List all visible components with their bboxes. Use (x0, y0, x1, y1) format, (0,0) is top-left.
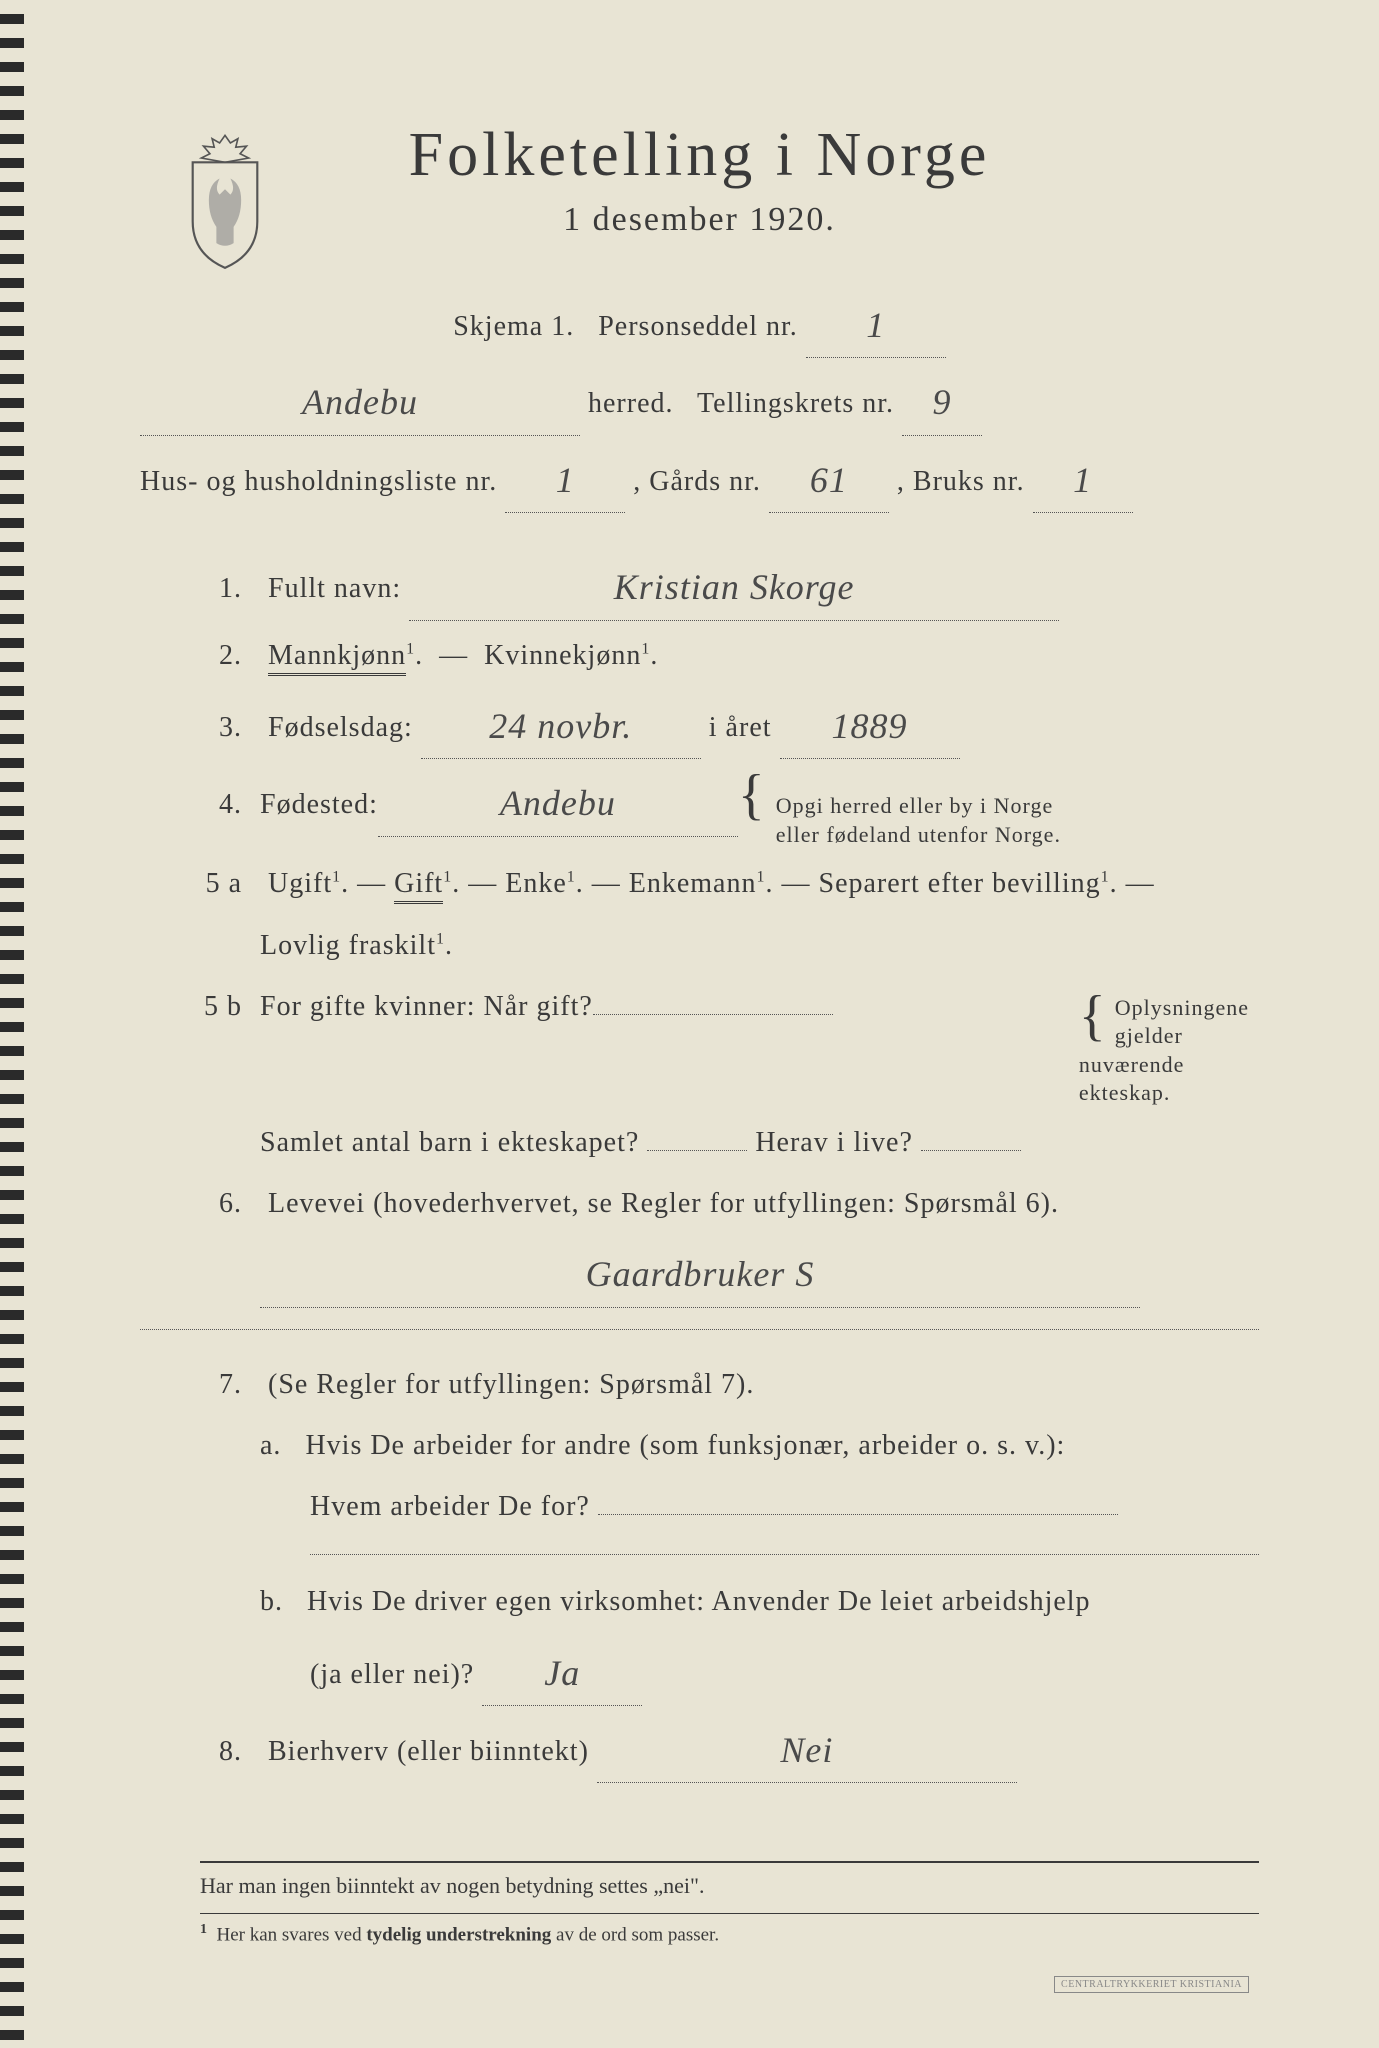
q5b-fill2 (647, 1150, 747, 1151)
q7b-line1: b. Hvis De driver egen virksomhet: Anven… (260, 1575, 1259, 1628)
q5b-num: 5 b (200, 980, 242, 1033)
q4-note1: Opgi herred eller by i Norge (776, 793, 1053, 818)
personseddel-nr: 1 (866, 305, 885, 345)
q1-num: 1. (200, 562, 242, 615)
q7b-label: b. (260, 1586, 283, 1617)
q1-value: Kristian Skorge (614, 567, 855, 607)
q1-line: 1. Fullt navn: Kristian Skorge (200, 551, 1259, 620)
q8-num: 8. (200, 1725, 242, 1778)
q5a-fraskilt: Lovlig fraskilt (260, 930, 436, 961)
q7b-line2: (ja eller nei)? Ja (310, 1637, 1259, 1706)
q7b-text2: (ja eller nei)? (310, 1659, 474, 1690)
q5b-line1: 5 b For gifte kvinner: Når gift? { Oplys… (200, 980, 1259, 1108)
q7a-label: a. (260, 1430, 281, 1461)
q5b-line2: Samlet antal barn i ekteskapet? Herav i … (260, 1116, 1259, 1169)
q5b-note1: Oplysningene (1115, 995, 1249, 1020)
q4-line: 4. Fødested: Andebu { Opgi herred eller … (200, 767, 1259, 849)
tellingskrets-nr: 9 (933, 382, 952, 422)
bottom-note: Har man ingen biinntekt av nogen betydni… (200, 1861, 1259, 1899)
q7a-blank-line (310, 1553, 1259, 1555)
hus-line: Hus- og husholdningsliste nr. 1 , Gårds … (140, 444, 1259, 513)
page-title: Folketelling i Norge (140, 120, 1259, 191)
q7-label: (Se Regler for utfyllingen: Spørsmål 7). (268, 1369, 754, 1400)
q7a-fill (598, 1514, 1118, 1515)
q8-label: Bierhverv (eller biinntekt) (268, 1736, 589, 1767)
bruks-label: , Bruks nr. (897, 466, 1025, 497)
printer-stamp: CENTRALTRYKKERIET KRISTIANIA (1054, 1976, 1249, 1993)
q5a-line2: Lovlig fraskilt1. (260, 919, 1259, 972)
herred-label: herred. (588, 388, 674, 419)
q4-label: Fødested: (260, 778, 378, 831)
q5b-note3: ekteskap. (1079, 1080, 1170, 1105)
q5b-label2a: Samlet antal barn i ekteskapet? (260, 1127, 639, 1158)
herred-line: Andebu herred. Tellingskrets nr. 9 (140, 366, 1259, 435)
q5a-enkemann: Enkemann (629, 868, 757, 899)
q5a-gift: Gift (394, 868, 443, 904)
q6-value-line: Gaardbruker S (260, 1238, 1259, 1307)
herred-value: Andebu (302, 382, 418, 422)
q3-label: Fødselsdag: (268, 712, 413, 743)
q7b-value: Ja (544, 1653, 580, 1693)
footnote-bold: tydelig understrekning (366, 1925, 551, 1946)
coat-of-arms-icon (170, 130, 280, 270)
q3-day: 24 novbr. (489, 706, 632, 746)
q3-num: 3. (200, 701, 242, 754)
q4-note2: eller fødeland utenfor Norge. (776, 822, 1061, 847)
brace-icon: { (1079, 994, 1107, 1039)
q6-num: 6. (200, 1177, 242, 1230)
q6-line: 6. Levevei (hovederhvervet, se Regler fo… (200, 1177, 1259, 1230)
q4-num: 4. (200, 778, 242, 831)
q3-mid: i året (709, 712, 772, 743)
hus-label: Hus- og husholdningsliste nr. (140, 466, 497, 497)
tellingskrets-label: Tellingskrets nr. (697, 388, 894, 419)
q6-blank-line (140, 1328, 1259, 1330)
bottom-note-text: Har man ingen biinntekt av nogen betydni… (200, 1873, 704, 1898)
census-form-page: Folketelling i Norge 1 desember 1920. Sk… (0, 0, 1379, 2048)
q5b-fill1 (593, 1014, 833, 1015)
hus-nr: 1 (556, 460, 575, 500)
footnote-num: 1 (200, 1922, 207, 1937)
personseddel-label: Personseddel nr. (598, 311, 798, 342)
gards-label: , Gårds nr. (633, 466, 761, 497)
q5a-num: 5 a (200, 857, 242, 910)
q4-note: Opgi herred eller by i Norge eller fødel… (776, 792, 1061, 849)
q6-label: Levevei (hovederhvervet, se Regler for u… (268, 1188, 1059, 1219)
skjema-line: Skjema 1. Personseddel nr. 1 (140, 289, 1259, 358)
q2-kvinne: Kvinnekjønn (484, 640, 641, 671)
q4-value: Andebu (500, 783, 616, 823)
gards-nr: 61 (810, 460, 848, 500)
q5a-enke: Enke (505, 868, 567, 899)
q8-value: Nei (780, 1730, 833, 1770)
q8-line: 8. Bierhverv (eller biinntekt) Nei (200, 1714, 1259, 1783)
q3-line: 3. Fødselsdag: 24 novbr. i året 1889 (200, 690, 1259, 759)
footnote: 1 Her kan svares ved tydelig understrekn… (200, 1913, 1259, 1946)
skjema-label: Skjema 1. (453, 311, 574, 342)
q7-num: 7. (200, 1358, 242, 1411)
bruks-nr: 1 (1073, 460, 1092, 500)
q5a-separert: Separert efter bevilling (819, 868, 1101, 899)
q7a-line1: a. Hvis De arbeider for andre (som funks… (260, 1419, 1259, 1472)
q5b-note: { Oplysningene gjelder nuværende ekteska… (1079, 994, 1259, 1108)
q6-value: Gaardbruker S (586, 1254, 815, 1294)
q5a-ugift: Ugift (268, 868, 332, 899)
q2-num: 2. (200, 629, 242, 682)
q5b-fill3 (921, 1150, 1021, 1151)
q5a-line: 5 a Ugift1. — Gift1. — Enke1. — Enkemann… (200, 857, 1259, 910)
q2-line: 2. Mannkjønn1. — Kvinnekjønn1. (200, 629, 1259, 682)
q5b-label2b: Herav i live? (755, 1127, 913, 1158)
header: Folketelling i Norge 1 desember 1920. (140, 120, 1259, 239)
q7a-line2: Hvem arbeider De for? (310, 1480, 1259, 1533)
q7a-text2: Hvem arbeider De for? (310, 1491, 590, 1522)
q2-mann: Mannkjønn (268, 640, 406, 676)
q7-line: 7. (Se Regler for utfyllingen: Spørsmål … (200, 1358, 1259, 1411)
q3-year: 1889 (832, 706, 908, 746)
page-subtitle: 1 desember 1920. (140, 201, 1259, 239)
perforated-edge (0, 0, 24, 2048)
q7b-text1: Hvis De driver egen virksomhet: Anvender… (307, 1586, 1091, 1617)
q5b-label1: For gifte kvinner: Når gift? (260, 980, 593, 1033)
q7a-text1: Hvis De arbeider for andre (som funksjon… (305, 1430, 1065, 1461)
brace-icon: { (738, 773, 766, 818)
q1-label: Fullt navn: (268, 573, 401, 604)
